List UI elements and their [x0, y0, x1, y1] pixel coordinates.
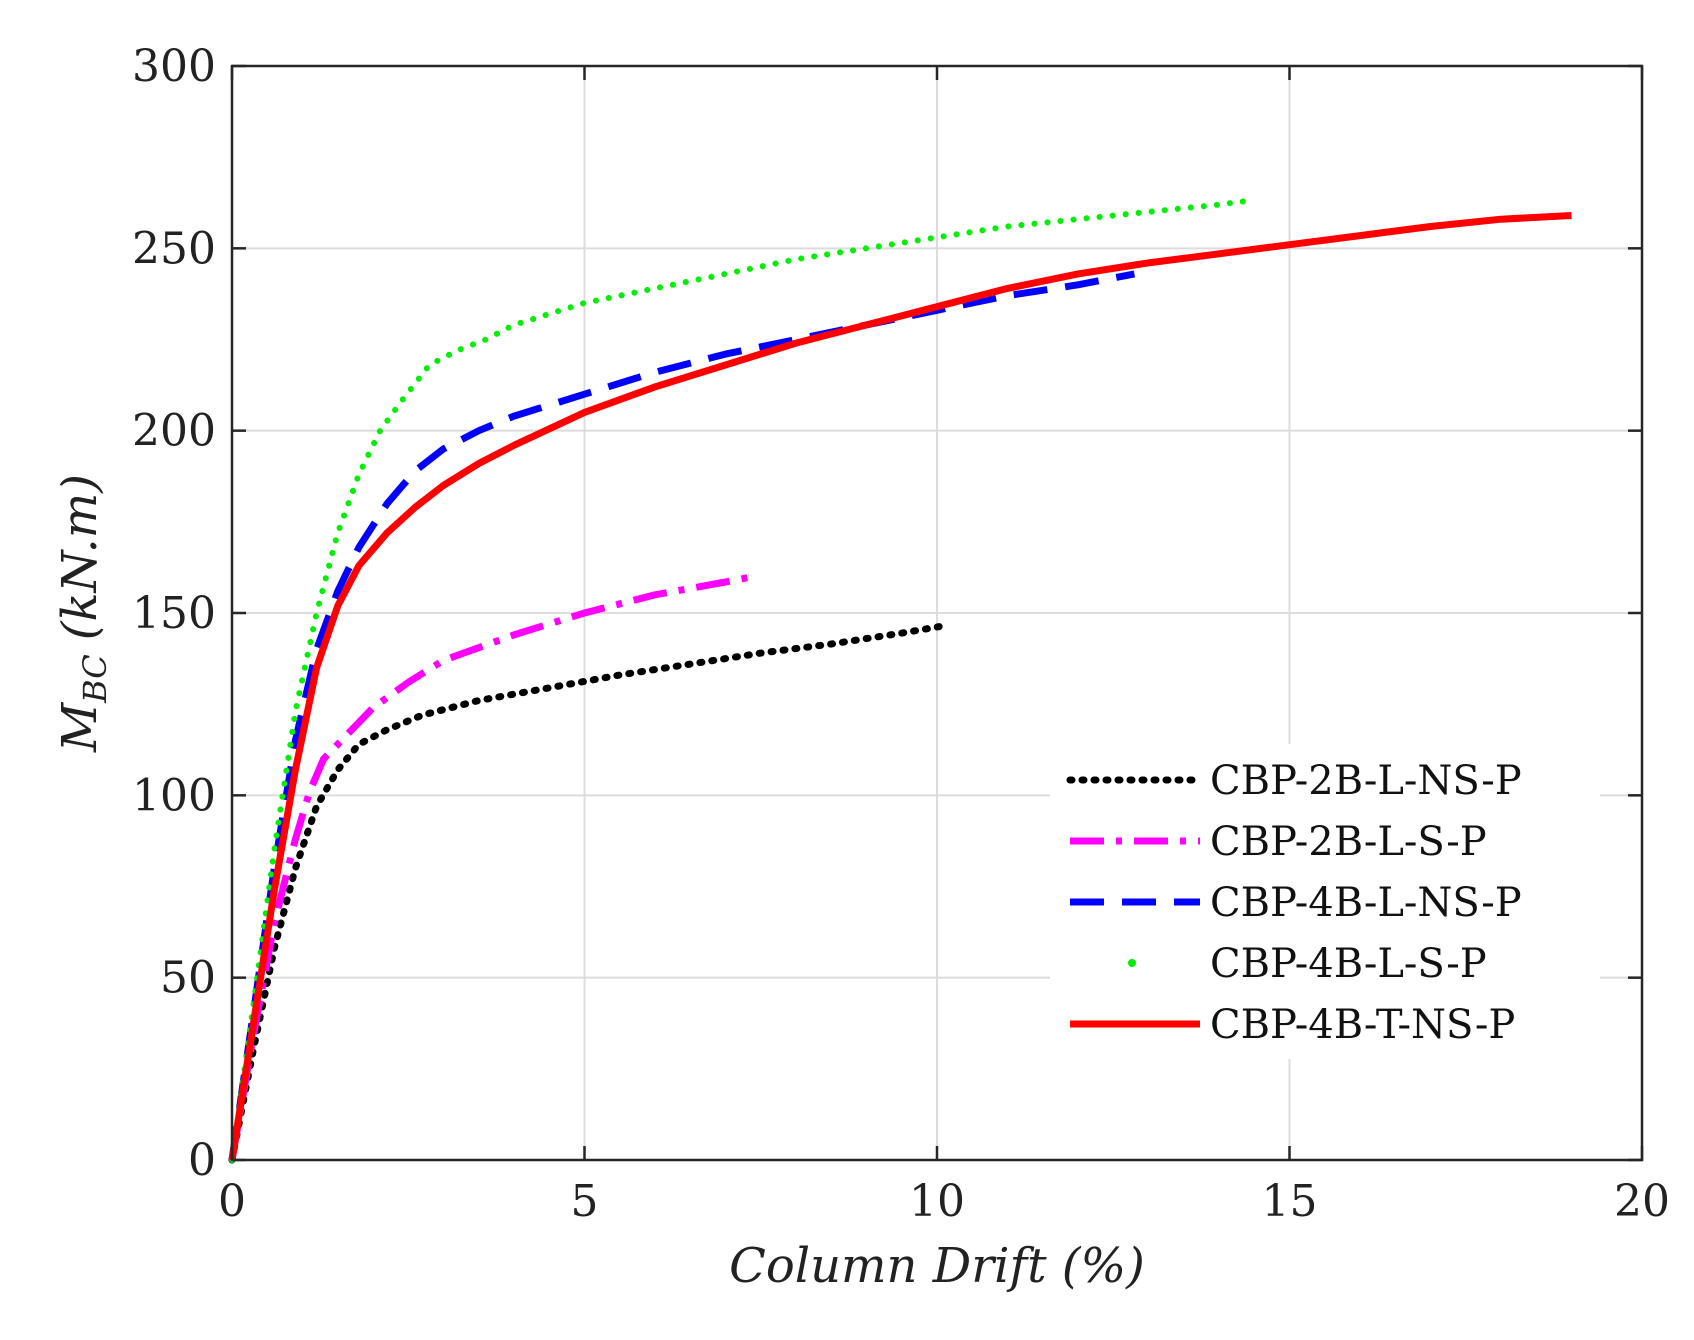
series-layer: [228, 197, 1572, 1164]
series-line-cbp-2b-l-ns-p: [228, 622, 948, 1164]
y-tick-label: 300: [132, 41, 216, 92]
y-axis-title-main: M: [52, 701, 108, 753]
legend-label: CBP-4B-L-S-P: [1210, 941, 1487, 987]
legend-label: CBP-2B-L-S-P: [1210, 819, 1487, 865]
series-line-cbp-4b-l-s-p: [229, 197, 1251, 1163]
series-line-cbp-2b-l-s-p: [228, 573, 755, 1161]
legend-label: CBP-2B-L-NS-P: [1210, 758, 1522, 804]
y-axis-title-unit: (kN.m): [52, 474, 108, 640]
x-tick-label: 20: [1614, 1176, 1670, 1227]
legend-swatch: [1128, 959, 1136, 967]
y-tick-label: 100: [132, 770, 216, 821]
series-line-cbp-4b-t-ns-p: [228, 212, 1572, 1161]
legend-label: CBP-4B-T-NS-P: [1210, 1002, 1515, 1048]
y-axis-title-subscript: BC: [76, 654, 114, 704]
y-tick-label: 200: [132, 406, 216, 457]
x-tick-label: 15: [1262, 1176, 1318, 1227]
x-tick-label: 5: [571, 1176, 599, 1227]
y-tick-label: 250: [132, 223, 216, 274]
y-tick-label: 0: [188, 1135, 216, 1186]
x-tick-label: 10: [909, 1176, 965, 1227]
y-tick-label: 50: [160, 953, 216, 1004]
x-axis-title: Column Drift (%): [729, 1238, 1145, 1294]
legend-label: CBP-4B-L-NS-P: [1210, 880, 1522, 926]
legend: CBP-2B-L-NS-P CBP-2B-L-S-P CBP-4B-L-NS-P CB…: [1050, 744, 1600, 1059]
y-axis-title: MBC (kN.m): [52, 474, 114, 753]
y-tick-label: 150: [132, 588, 216, 639]
x-tick-label: 0: [218, 1176, 246, 1227]
